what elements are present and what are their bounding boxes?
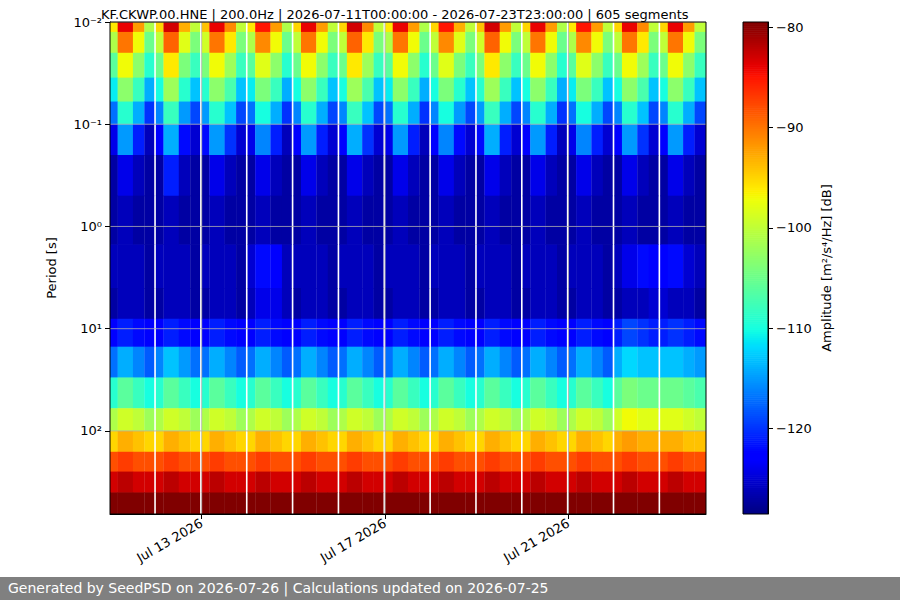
svg-text:−80: −80 — [776, 20, 803, 35]
svg-text:10¹: 10¹ — [80, 321, 102, 336]
svg-text:10²: 10² — [80, 423, 102, 438]
svg-text:KF.CKWP.00.HNE | 200.0Hz | 202: KF.CKWP.00.HNE | 200.0Hz | 2026-07-11T00… — [101, 7, 689, 22]
svg-text:Period [s]: Period [s] — [44, 237, 59, 299]
svg-text:Jul 13 2026: Jul 13 2026 — [133, 516, 205, 566]
html-text:Generated by SeedPSD on 2026-0: Generated by SeedPSD on 2026-07-26 | Cal… — [8, 580, 549, 596]
svg-text:−110: −110 — [776, 321, 812, 336]
svg-text:−100: −100 — [776, 220, 812, 235]
svg-text:Jul 17 2026: Jul 17 2026 — [317, 516, 389, 566]
svg-text:−120: −120 — [776, 421, 812, 436]
svg-text:10⁻²: 10⁻² — [73, 15, 102, 30]
svg-text:−90: −90 — [776, 120, 803, 135]
svg-text:10⁰: 10⁰ — [80, 219, 102, 234]
svg-text:Jul 21 2026: Jul 21 2026 — [500, 516, 572, 566]
svg-text:Amplitude [m²/s⁴/Hz] [dB]: Amplitude [m²/s⁴/Hz] [dB] — [819, 184, 834, 352]
svg-text:10⁻¹: 10⁻¹ — [73, 117, 102, 132]
